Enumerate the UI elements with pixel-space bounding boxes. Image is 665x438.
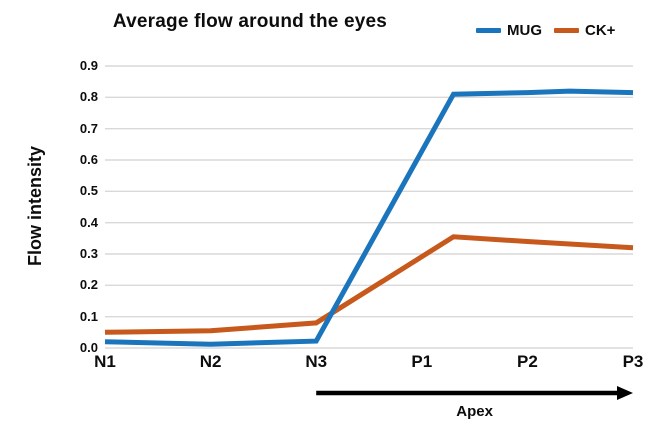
legend-item-MUG: MUG xyxy=(476,22,542,39)
x-category-label: P2 xyxy=(516,352,538,371)
x-category-label: N1 xyxy=(94,352,116,371)
y-tick-label: 0.5 xyxy=(79,183,98,199)
y-tick-label: 0.4 xyxy=(79,214,98,230)
x-category-label: N2 xyxy=(199,352,222,371)
series-line-CK+ xyxy=(104,234,634,335)
legend-item-CK+: CK+ xyxy=(554,22,615,39)
y-tick-label: 0.7 xyxy=(79,120,98,136)
legend-label: MUG xyxy=(507,22,542,39)
y-tick-label: 0.0 xyxy=(79,340,98,355)
y-tick-label: 0.8 xyxy=(79,89,98,105)
legend-swatch-icon xyxy=(554,28,579,33)
y-tick-label: 0.6 xyxy=(79,152,98,167)
x-category-label: P3 xyxy=(622,352,644,371)
legend-label: CK+ xyxy=(585,22,616,39)
apex-arrow-label: Apex xyxy=(456,403,493,420)
legend-swatch-icon xyxy=(476,28,501,33)
x-category-label: P1 xyxy=(411,352,433,371)
y-tick-label: 0.3 xyxy=(79,246,98,261)
y-tick-label: 0.9 xyxy=(79,58,98,73)
legend: MUG CK+ xyxy=(476,22,615,39)
apex-arrow-head xyxy=(617,386,633,400)
chart-title: Average flow around the eyes xyxy=(112,11,388,32)
y-tick-label: 0.2 xyxy=(79,277,98,293)
x-category-label: N3 xyxy=(305,352,328,371)
y-tick-label: 0.1 xyxy=(79,308,98,324)
series-line-MUG xyxy=(104,88,634,347)
